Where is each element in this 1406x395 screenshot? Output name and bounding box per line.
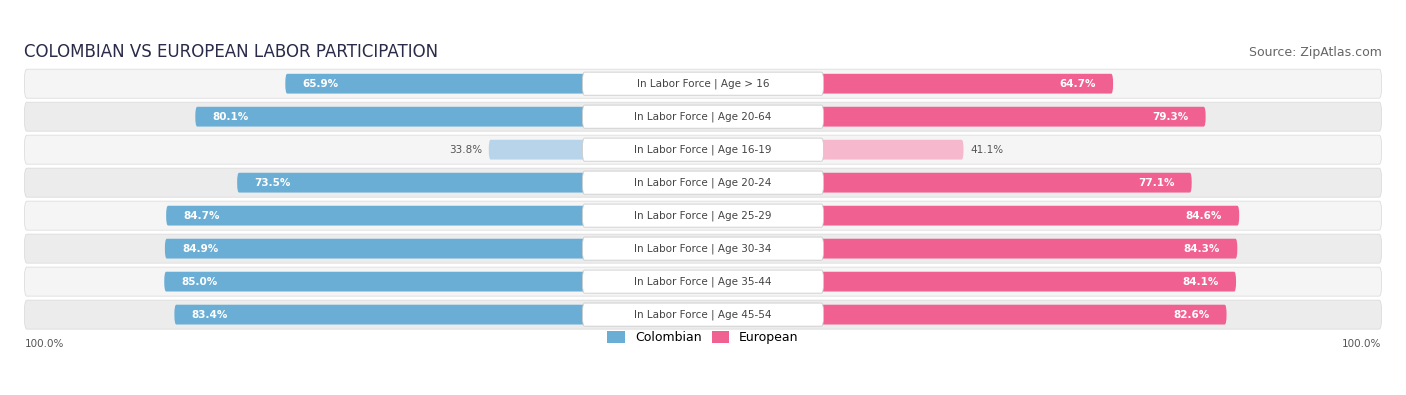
FancyBboxPatch shape (24, 168, 1382, 197)
FancyBboxPatch shape (195, 107, 703, 126)
Legend: Colombian, European: Colombian, European (607, 331, 799, 344)
FancyBboxPatch shape (703, 206, 1239, 226)
Text: 33.8%: 33.8% (449, 145, 482, 155)
FancyBboxPatch shape (703, 107, 1205, 126)
FancyBboxPatch shape (24, 201, 1382, 230)
FancyBboxPatch shape (24, 234, 1382, 263)
FancyBboxPatch shape (285, 74, 703, 94)
FancyBboxPatch shape (703, 272, 1236, 292)
FancyBboxPatch shape (582, 72, 824, 95)
FancyBboxPatch shape (165, 239, 703, 259)
FancyBboxPatch shape (489, 140, 703, 160)
Text: 80.1%: 80.1% (212, 112, 249, 122)
Text: 85.0%: 85.0% (181, 276, 218, 287)
Text: In Labor Force | Age 20-24: In Labor Force | Age 20-24 (634, 177, 772, 188)
FancyBboxPatch shape (703, 74, 1114, 94)
FancyBboxPatch shape (165, 272, 703, 292)
Text: In Labor Force | Age 35-44: In Labor Force | Age 35-44 (634, 276, 772, 287)
Text: In Labor Force | Age 25-29: In Labor Force | Age 25-29 (634, 211, 772, 221)
Text: 100.0%: 100.0% (1343, 339, 1382, 349)
FancyBboxPatch shape (174, 305, 703, 325)
Text: 77.1%: 77.1% (1137, 178, 1174, 188)
Text: 41.1%: 41.1% (970, 145, 1004, 155)
FancyBboxPatch shape (24, 102, 1382, 131)
FancyBboxPatch shape (582, 303, 824, 326)
FancyBboxPatch shape (703, 173, 1192, 192)
FancyBboxPatch shape (24, 300, 1382, 329)
FancyBboxPatch shape (582, 237, 824, 260)
FancyBboxPatch shape (582, 171, 824, 194)
Text: 83.4%: 83.4% (191, 310, 228, 320)
FancyBboxPatch shape (24, 69, 1382, 98)
Text: 84.1%: 84.1% (1182, 276, 1219, 287)
Text: In Labor Force | Age 45-54: In Labor Force | Age 45-54 (634, 309, 772, 320)
FancyBboxPatch shape (703, 140, 963, 160)
FancyBboxPatch shape (582, 204, 824, 227)
Text: COLOMBIAN VS EUROPEAN LABOR PARTICIPATION: COLOMBIAN VS EUROPEAN LABOR PARTICIPATIO… (24, 43, 439, 61)
Text: 84.9%: 84.9% (183, 244, 218, 254)
Text: In Labor Force | Age 16-19: In Labor Force | Age 16-19 (634, 145, 772, 155)
Text: 84.3%: 84.3% (1184, 244, 1220, 254)
Text: In Labor Force | Age 20-64: In Labor Force | Age 20-64 (634, 111, 772, 122)
Text: In Labor Force | Age 30-34: In Labor Force | Age 30-34 (634, 243, 772, 254)
FancyBboxPatch shape (703, 239, 1237, 259)
FancyBboxPatch shape (582, 138, 824, 161)
Text: 79.3%: 79.3% (1152, 112, 1188, 122)
Text: In Labor Force | Age > 16: In Labor Force | Age > 16 (637, 79, 769, 89)
Text: 73.5%: 73.5% (254, 178, 291, 188)
FancyBboxPatch shape (703, 305, 1226, 325)
Text: 82.6%: 82.6% (1173, 310, 1209, 320)
Text: 64.7%: 64.7% (1059, 79, 1095, 89)
FancyBboxPatch shape (582, 105, 824, 128)
FancyBboxPatch shape (582, 270, 824, 293)
Text: 84.7%: 84.7% (183, 211, 219, 221)
FancyBboxPatch shape (166, 206, 703, 226)
FancyBboxPatch shape (238, 173, 703, 192)
Text: 100.0%: 100.0% (24, 339, 63, 349)
FancyBboxPatch shape (24, 267, 1382, 296)
Text: 84.6%: 84.6% (1185, 211, 1222, 221)
FancyBboxPatch shape (24, 135, 1382, 164)
Text: 65.9%: 65.9% (302, 79, 339, 89)
Text: Source: ZipAtlas.com: Source: ZipAtlas.com (1249, 46, 1382, 59)
